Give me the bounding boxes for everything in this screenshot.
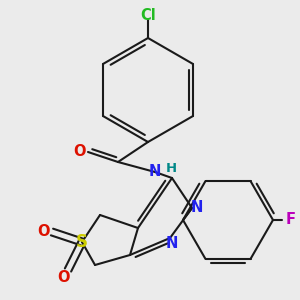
Text: N: N: [191, 200, 203, 215]
Text: N: N: [149, 164, 161, 179]
Text: O: O: [38, 224, 50, 239]
Text: Cl: Cl: [140, 8, 156, 23]
Text: H: H: [165, 163, 177, 176]
Text: S: S: [76, 233, 88, 251]
Text: N: N: [166, 236, 178, 250]
Text: O: O: [57, 271, 69, 286]
Text: F: F: [286, 212, 296, 227]
Text: O: O: [74, 145, 86, 160]
